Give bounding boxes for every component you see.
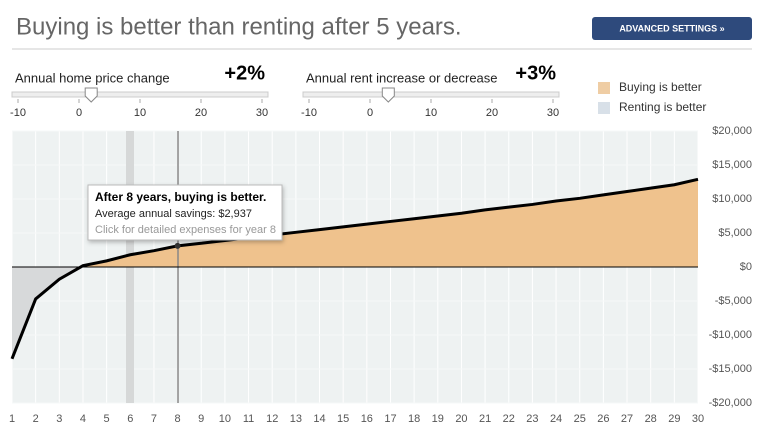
x-tick-label: 13 — [290, 413, 302, 425]
x-tick-label: 10 — [219, 413, 231, 425]
x-tick-label: 5 — [104, 413, 110, 425]
slider-value: +3% — [515, 62, 556, 84]
x-tick-label: 8 — [175, 413, 181, 425]
selected-point — [174, 242, 181, 249]
x-tick-label: 12 — [266, 413, 278, 425]
line — [10, 177, 699, 360]
x-tick-label: 15 — [337, 413, 349, 425]
slider-tick-label: -10 — [301, 107, 317, 119]
x-tick-label: 9 — [198, 413, 204, 425]
legend-label: Renting is better — [619, 100, 706, 114]
slider-tick-label: 10 — [134, 107, 146, 119]
x-tick-label: 18 — [408, 413, 420, 425]
x-tick-label: 1 — [9, 413, 15, 425]
slider-tick-label: 20 — [486, 107, 498, 119]
y-tick-label: $10,000 — [712, 193, 752, 205]
y-tick-label: $0 — [740, 261, 752, 273]
tooltip-text: Average annual savings: $2,937 — [95, 208, 252, 220]
legend-label: Buying is better — [619, 80, 702, 94]
button[interactable] — [592, 17, 752, 40]
slider-track — [302, 91, 560, 98]
tooltip-title: After 8 years, buying is better. — [95, 190, 266, 204]
y-tick-label: -$15,000 — [709, 363, 752, 375]
slider-track — [11, 91, 269, 98]
y-tick-label: $20,000 — [712, 125, 752, 137]
y-tick-label: -$5,000 — [715, 295, 752, 307]
x-tick-label: 7 — [151, 413, 157, 425]
x-tick-label: 4 — [80, 413, 86, 425]
x-tick-label: 17 — [384, 413, 396, 425]
x-tick-label: 28 — [645, 413, 657, 425]
title: Buying is better than renting after 5 ye… — [16, 13, 462, 40]
x-tick-label: 6 — [127, 413, 133, 425]
x-tick-label: 26 — [597, 413, 609, 425]
slider-tick-label: 0 — [76, 107, 82, 119]
x-tick-label: 30 — [692, 413, 704, 425]
y-tick-label: $15,000 — [712, 159, 752, 171]
x-tick-label: 14 — [313, 413, 325, 425]
x-tick-label: 25 — [574, 413, 586, 425]
y-tick-label: $5,000 — [718, 227, 752, 239]
x-tick-label: 11 — [243, 413, 254, 425]
x-tick-label: 23 — [526, 413, 538, 425]
x-tick-label: 19 — [432, 413, 444, 425]
slider-handle[interactable] — [381, 87, 395, 103]
legend-swatch — [598, 102, 610, 114]
x-tick-label: 16 — [361, 413, 373, 425]
slider-tick-label: 20 — [195, 107, 207, 119]
y-tick-label: -$20,000 — [709, 397, 752, 409]
slider-handle[interactable] — [84, 87, 98, 103]
x-tick-label: 24 — [550, 413, 562, 425]
legend-swatch — [598, 82, 610, 94]
y-tick-label: -$10,000 — [709, 329, 752, 341]
x-tick-label: 3 — [56, 413, 62, 425]
x-tick-label: 29 — [668, 413, 680, 425]
slider-tick-label: 30 — [547, 107, 559, 119]
slider-tick-label: 0 — [367, 107, 373, 119]
tooltip-link[interactable]: Click for detailed expenses for year 8 — [95, 224, 276, 236]
x-tick-label: 20 — [455, 413, 467, 425]
area-positive — [12, 179, 698, 267]
x-tick-label: 27 — [621, 413, 633, 425]
x-tick-label: 21 — [479, 413, 491, 425]
tooltip — [87, 184, 283, 241]
slider-tick-label: 10 — [425, 107, 437, 119]
slider-tick-label: -10 — [10, 107, 26, 119]
slider-label: Annual home price change — [15, 70, 170, 85]
button-label[interactable]: ADVANCED SETTINGS » — [619, 23, 724, 33]
slider-label: Annual rent increase or decrease — [306, 70, 498, 85]
slider-tick-label: 30 — [256, 107, 268, 119]
x-tick-label: 2 — [33, 413, 39, 425]
slider-value: +2% — [224, 62, 265, 84]
x-tick-label: 22 — [503, 413, 515, 425]
